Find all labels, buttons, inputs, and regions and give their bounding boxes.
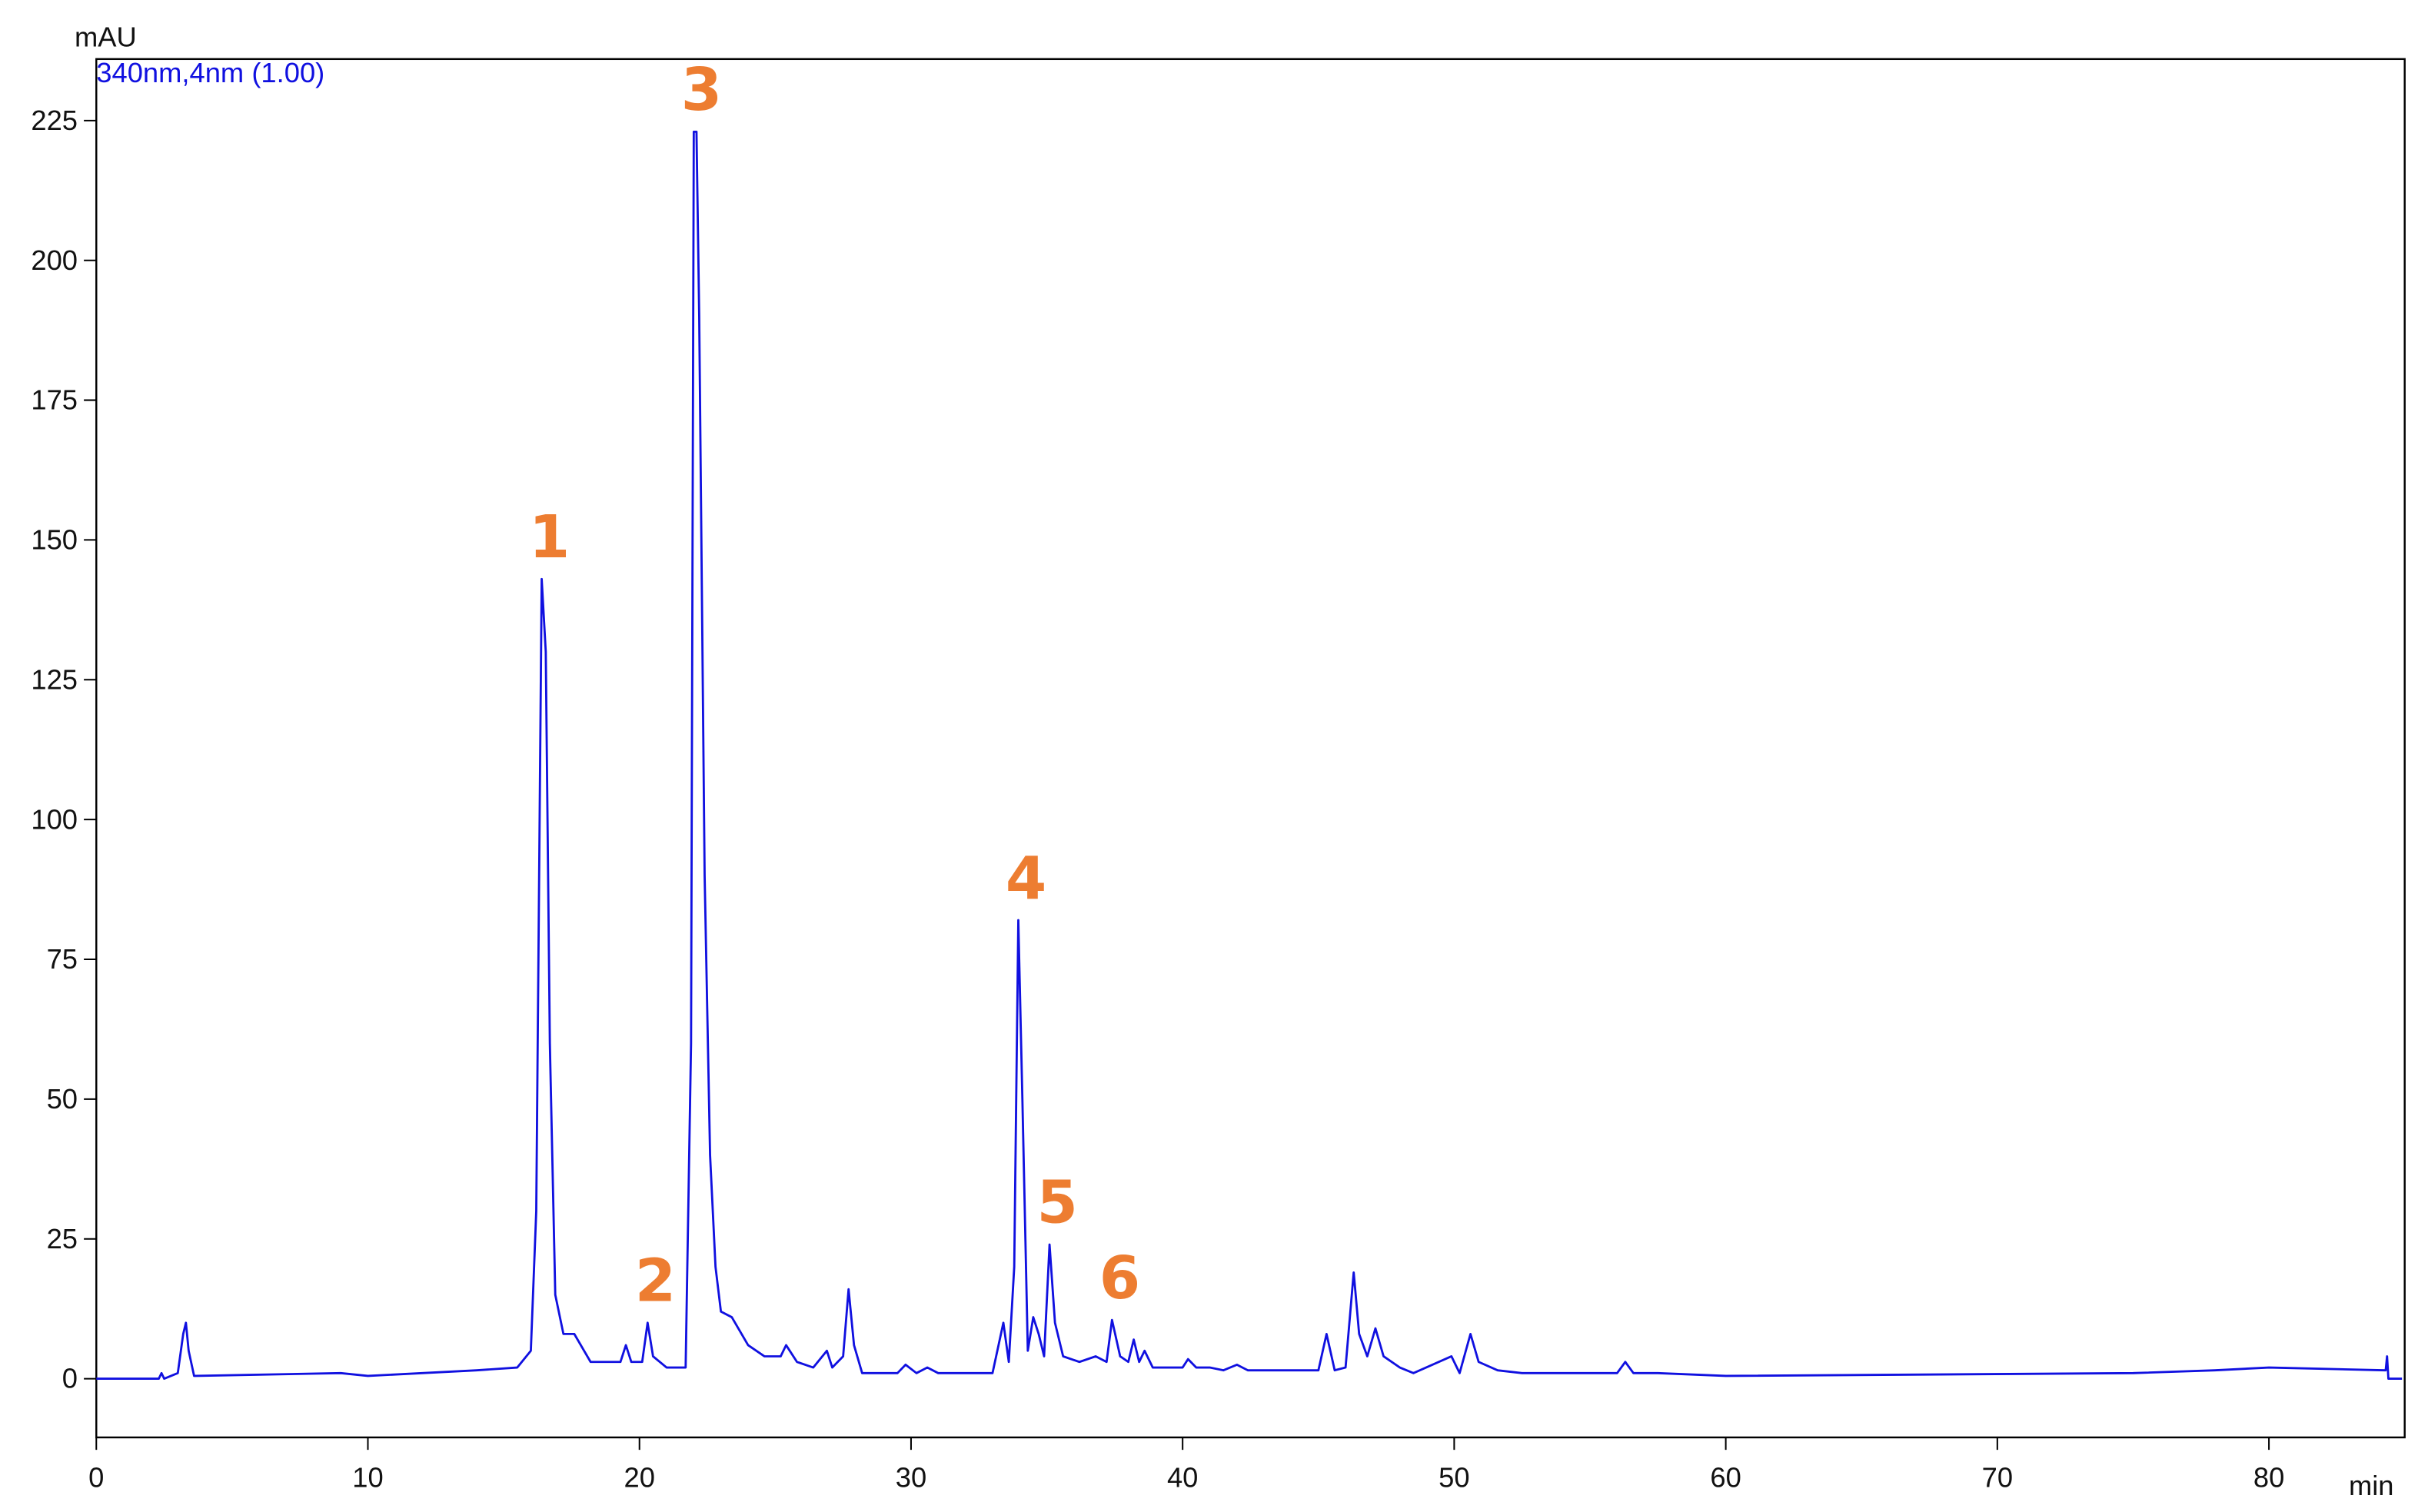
y-tick-label: 50 (47, 1083, 78, 1115)
x-tick-label: 0 (88, 1462, 104, 1494)
peak-label: 4 (1006, 845, 1046, 913)
x-tick-label: 60 (1710, 1462, 1741, 1494)
peak-label: 3 (681, 56, 722, 125)
y-axis-label: mAU (75, 22, 137, 53)
peak-label: 2 (635, 1248, 676, 1316)
y-tick-label: 75 (47, 943, 78, 975)
x-tick-label: 10 (352, 1462, 383, 1494)
x-tick-label: 80 (2253, 1462, 2284, 1494)
trace (96, 130, 2403, 1381)
x-axis-label: min (2349, 1470, 2394, 1501)
peak-label: 5 (1036, 1169, 1077, 1238)
series-label: 340nm,4nm (1.00) (96, 57, 324, 88)
y-tick-label: 175 (31, 384, 78, 416)
y-tick-label: 200 (31, 244, 78, 276)
peak-label: 1 (529, 503, 570, 572)
x-tick-label: 40 (1167, 1462, 1198, 1494)
x-tick-label: 70 (1982, 1462, 2013, 1494)
x-tick-label: 20 (624, 1462, 655, 1494)
x-tick-label: 30 (896, 1462, 926, 1494)
y-tick-label: 125 (31, 663, 78, 695)
peak-label: 6 (1099, 1244, 1140, 1313)
plot-frame (95, 58, 2406, 1439)
y-tick-label: 0 (62, 1363, 78, 1394)
y-tick-label: 100 (31, 803, 78, 835)
y-tick-label: 150 (31, 524, 78, 556)
y-tick-label: 25 (47, 1223, 78, 1254)
x-tick-label: 50 (1439, 1462, 1469, 1494)
y-tick-label: 225 (31, 105, 78, 136)
